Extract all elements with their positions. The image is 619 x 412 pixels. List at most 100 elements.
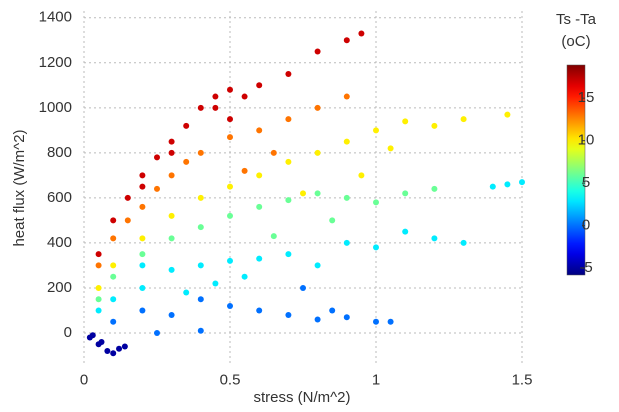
point — [139, 203, 146, 210]
point — [183, 289, 190, 296]
point — [168, 212, 175, 219]
point — [227, 302, 233, 309]
point — [183, 158, 190, 165]
point — [314, 262, 321, 269]
point — [241, 273, 248, 280]
point — [358, 172, 365, 179]
point — [168, 172, 175, 179]
point — [212, 280, 219, 287]
point — [431, 235, 438, 242]
point — [314, 48, 321, 55]
point — [256, 127, 263, 134]
point — [104, 347, 111, 354]
point — [387, 318, 394, 325]
point — [227, 116, 233, 123]
point — [197, 224, 204, 231]
colorbar-title: Ts -Ta — [556, 11, 597, 28]
point — [95, 307, 102, 314]
point — [285, 311, 292, 318]
point — [168, 311, 175, 318]
point — [373, 244, 379, 251]
point — [95, 251, 102, 258]
point — [504, 111, 511, 118]
point — [285, 251, 292, 258]
point — [168, 138, 175, 145]
point — [168, 235, 175, 242]
point — [343, 194, 350, 201]
point — [329, 307, 336, 314]
point — [110, 296, 117, 303]
point — [343, 239, 350, 246]
point — [300, 190, 306, 197]
point — [314, 316, 321, 323]
point — [358, 30, 365, 37]
point — [139, 235, 146, 242]
point — [270, 149, 277, 156]
point — [154, 185, 160, 192]
point — [139, 284, 146, 291]
point — [124, 194, 131, 201]
colorbar-tick-label: 0 — [582, 217, 590, 234]
point — [197, 149, 204, 156]
y-tick-label: 200 — [47, 279, 72, 296]
colorbar-tick-label: 15 — [578, 89, 595, 106]
point — [314, 190, 321, 197]
y-tick-label: 800 — [47, 144, 72, 161]
point — [197, 104, 204, 111]
point — [110, 262, 117, 269]
point — [139, 172, 146, 179]
x-tick-label: 0 — [80, 371, 88, 388]
point — [227, 134, 233, 141]
point — [300, 284, 306, 291]
point — [343, 138, 350, 145]
y-tick-label: 1200 — [39, 54, 72, 71]
point — [373, 127, 379, 134]
point — [98, 338, 105, 345]
point — [373, 318, 379, 325]
point — [116, 345, 123, 352]
point — [110, 235, 117, 242]
point — [197, 194, 204, 201]
colorbar-tick-label: -5 — [579, 259, 592, 276]
y-tick-label: 600 — [47, 189, 72, 206]
y-tick-label: 1000 — [39, 99, 72, 116]
point — [124, 217, 131, 224]
point — [373, 199, 379, 206]
point — [139, 251, 146, 258]
point — [183, 122, 190, 129]
y-tick-label: 400 — [47, 234, 72, 251]
colorbar — [566, 64, 586, 276]
point — [89, 332, 96, 339]
point — [212, 104, 219, 111]
y-axis-label: heat flux (W/m^2) — [11, 129, 28, 246]
point — [431, 185, 438, 192]
point — [197, 296, 204, 303]
point — [270, 233, 277, 240]
point — [110, 273, 117, 280]
point — [227, 257, 233, 264]
point — [154, 329, 160, 336]
point — [241, 167, 248, 174]
point — [285, 197, 292, 204]
point — [95, 284, 102, 291]
point — [256, 172, 263, 179]
colorbar-tick-label: 10 — [578, 132, 595, 149]
point — [343, 93, 350, 100]
point — [139, 183, 146, 190]
point — [110, 217, 117, 224]
point — [504, 181, 511, 188]
point — [154, 154, 160, 161]
point — [460, 116, 467, 123]
point — [460, 239, 467, 246]
point — [227, 212, 233, 219]
colorbar-title: (oC) — [561, 33, 590, 50]
point — [110, 350, 117, 357]
point — [285, 158, 292, 165]
point — [402, 190, 409, 197]
point — [314, 104, 321, 111]
point — [227, 86, 233, 93]
x-tick-label: 1.5 — [512, 371, 533, 388]
point — [329, 217, 336, 224]
x-tick-label: 1 — [372, 371, 380, 388]
